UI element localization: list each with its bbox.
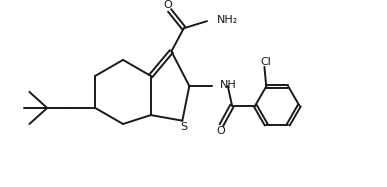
- Text: O: O: [216, 125, 225, 136]
- Text: S: S: [181, 122, 188, 132]
- Text: O: O: [163, 0, 172, 10]
- Text: NH₂: NH₂: [217, 15, 238, 25]
- Text: Cl: Cl: [260, 57, 271, 67]
- Text: NH: NH: [220, 80, 237, 90]
